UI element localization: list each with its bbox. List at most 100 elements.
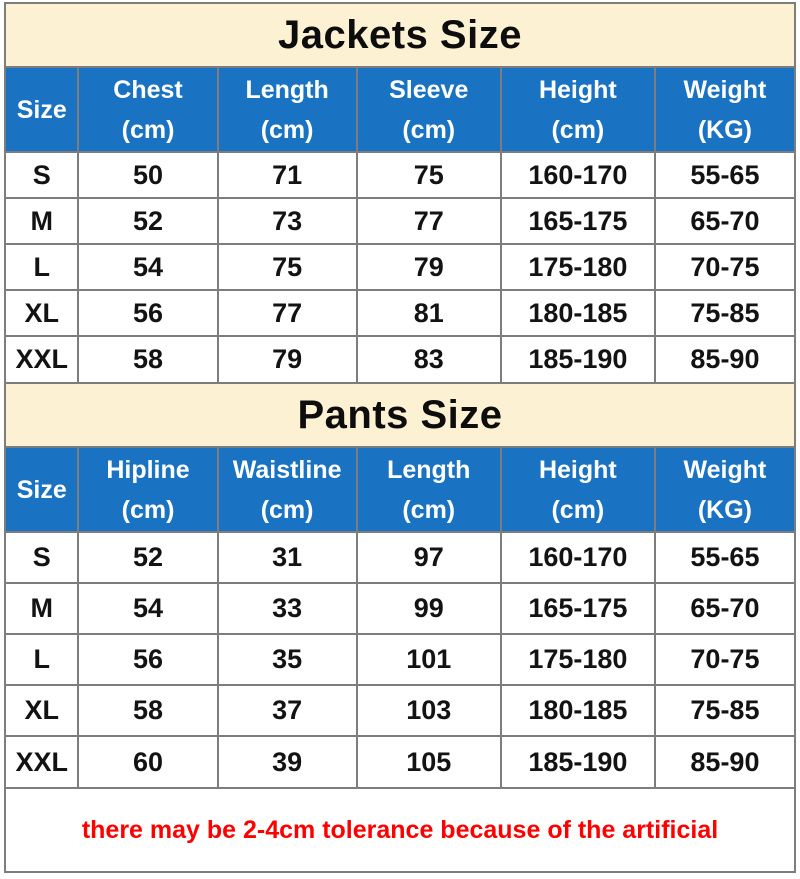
column-unit: (cm)	[551, 495, 605, 524]
column-label: Height	[538, 455, 617, 484]
column-header-sleeve: Sleeve (cm)	[355, 67, 502, 153]
column-header-waistline: Waistline (cm)	[216, 447, 358, 533]
pants-banner: Pants Size	[6, 382, 794, 448]
value-cell: 60	[77, 735, 219, 788]
column-header-weight: Weight (KG)	[653, 67, 796, 153]
value-cell: 75-85	[653, 684, 796, 737]
column-header-weight: Weight (KG)	[653, 447, 796, 533]
value-cell: 185-190	[499, 735, 656, 788]
column-label: Height	[538, 75, 617, 104]
value-cell: 75	[355, 151, 502, 199]
size-cell: S	[4, 531, 80, 584]
value-cell: 52	[77, 531, 219, 584]
table-row: M 54 33 99 165-175 65-70	[4, 582, 796, 635]
column-label: Sleeve	[389, 75, 469, 104]
value-cell: 55-65	[653, 531, 796, 584]
value-cell: 37	[216, 684, 358, 737]
size-cell: XL	[4, 684, 80, 737]
column-unit: (cm)	[551, 115, 605, 144]
column-header-length: Length (cm)	[355, 447, 502, 533]
value-cell: 70-75	[653, 243, 796, 291]
value-cell: 75	[216, 243, 358, 291]
value-cell: 101	[355, 633, 502, 686]
value-cell: 31	[216, 531, 358, 584]
value-cell: 79	[216, 335, 358, 383]
column-header-chest: Chest (cm)	[77, 67, 219, 153]
size-cell: L	[4, 633, 80, 686]
column-label: Hipline	[106, 455, 190, 484]
column-unit: (KG)	[697, 115, 753, 144]
tolerance-note: there may be 2-4cm tolerance because of …	[6, 787, 794, 871]
column-label: Weight	[683, 75, 767, 104]
column-unit: (cm)	[121, 495, 175, 524]
value-cell: 79	[355, 243, 502, 291]
value-cell: 160-170	[499, 531, 656, 584]
value-cell: 56	[77, 289, 219, 337]
size-cell: M	[4, 197, 80, 245]
size-chart-frame: Jackets Size Size Chest (cm)	[4, 2, 796, 873]
column-unit: (cm)	[260, 115, 314, 144]
table-row: XXL 60 39 105 185-190 85-90	[4, 735, 796, 788]
column-unit: (KG)	[697, 495, 753, 524]
pants-header-row: Size Hipline (cm) Waistline (cm) Length …	[4, 447, 796, 533]
column-label: Waistline	[232, 455, 342, 484]
value-cell: 81	[355, 289, 502, 337]
value-cell: 77	[216, 289, 358, 337]
value-cell: 58	[77, 335, 219, 383]
size-cell: XXL	[4, 335, 80, 383]
pants-table-body: S 52 31 97 160-170 55-65 M 54 33 99 165-175 65-70 L 5…	[4, 531, 796, 788]
value-cell: 160-170	[499, 151, 656, 199]
column-label: Size	[16, 475, 67, 504]
column-unit: (cm)	[260, 495, 314, 524]
size-cell: L	[4, 243, 80, 291]
value-cell: 65-70	[653, 197, 796, 245]
column-header-size: Size	[4, 67, 80, 153]
value-cell: 33	[216, 582, 358, 635]
value-cell: 105	[355, 735, 502, 788]
jackets-banner: Jackets Size	[6, 4, 794, 68]
column-unit: (cm)	[121, 115, 175, 144]
value-cell: 97	[355, 531, 502, 584]
value-cell: 56	[77, 633, 219, 686]
value-cell: 39	[216, 735, 358, 788]
column-unit: (cm)	[402, 115, 456, 144]
table-row: S 52 31 97 160-170 55-65	[4, 531, 796, 584]
value-cell: 83	[355, 335, 502, 383]
column-header-height: Height (cm)	[499, 67, 656, 153]
size-cell: M	[4, 582, 80, 635]
pants-size-table: Size Hipline (cm) Waistline (cm) Length …	[4, 447, 796, 788]
value-cell: 52	[77, 197, 219, 245]
jackets-table-body: S 50 71 75 160-170 55-65 M 52 73 77 165-175 65-70 L 5…	[4, 151, 796, 383]
value-cell: 35	[216, 633, 358, 686]
size-cell: S	[4, 151, 80, 199]
value-cell: 99	[355, 582, 502, 635]
pants-title: Pants Size	[297, 392, 503, 437]
value-cell: 175-180	[499, 243, 656, 291]
jackets-size-table: Size Chest (cm) Length (cm) Sleeve (cm)	[4, 67, 796, 383]
value-cell: 103	[355, 684, 502, 737]
jackets-title: Jackets Size	[278, 12, 522, 57]
value-cell: 55-65	[653, 151, 796, 199]
value-cell: 85-90	[653, 735, 796, 788]
table-row: XL 58 37 103 180-185 75-85	[4, 684, 796, 737]
value-cell: 54	[77, 243, 219, 291]
value-cell: 165-175	[499, 582, 656, 635]
value-cell: 180-185	[499, 684, 656, 737]
column-label: Length	[387, 455, 471, 484]
column-header-height: Height (cm)	[499, 447, 656, 533]
value-cell: 73	[216, 197, 358, 245]
table-row: XL 56 77 81 180-185 75-85	[4, 289, 796, 337]
tolerance-note-text: there may be 2-4cm tolerance because of …	[81, 815, 719, 844]
column-header-size: Size	[4, 447, 80, 533]
value-cell: 165-175	[499, 197, 656, 245]
size-cell: XL	[4, 289, 80, 337]
value-cell: 75-85	[653, 289, 796, 337]
table-row: L 54 75 79 175-180 70-75	[4, 243, 796, 291]
table-row: S 50 71 75 160-170 55-65	[4, 151, 796, 199]
value-cell: 54	[77, 582, 219, 635]
value-cell: 180-185	[499, 289, 656, 337]
column-label: Weight	[683, 455, 767, 484]
table-row: XXL 58 79 83 185-190 85-90	[4, 335, 796, 383]
value-cell: 70-75	[653, 633, 796, 686]
